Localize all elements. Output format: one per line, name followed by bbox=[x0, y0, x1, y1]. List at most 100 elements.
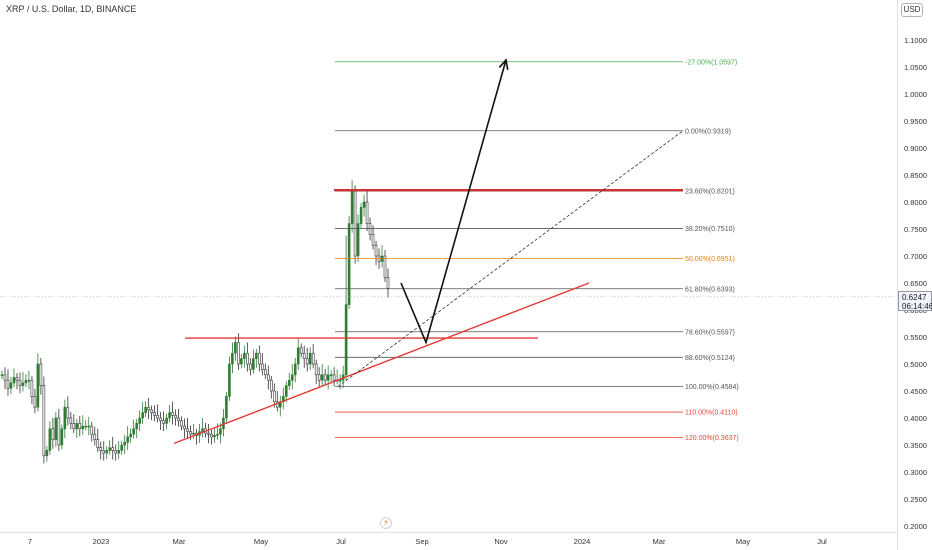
candle-body bbox=[93, 433, 97, 440]
candle-body bbox=[231, 352, 234, 365]
candle-body bbox=[147, 406, 150, 411]
candle-body bbox=[132, 428, 135, 435]
candle-body bbox=[243, 352, 246, 359]
candle-body bbox=[317, 374, 321, 381]
candle-body bbox=[54, 417, 58, 440]
candle-body bbox=[213, 434, 216, 438]
candle-body bbox=[183, 425, 186, 430]
candle-body bbox=[177, 417, 180, 421]
candle-body bbox=[108, 447, 112, 451]
time-tick-label: May bbox=[736, 537, 750, 546]
candle-body bbox=[96, 439, 100, 449]
candle-body bbox=[84, 425, 88, 428]
candle-body bbox=[72, 423, 76, 430]
candle-body bbox=[138, 417, 141, 424]
candle-body bbox=[240, 358, 243, 365]
candle-body bbox=[129, 433, 132, 438]
candle-body bbox=[6, 379, 10, 389]
candle-body bbox=[51, 428, 55, 440]
candle-body bbox=[87, 425, 91, 428]
time-tick-label: May bbox=[254, 537, 268, 546]
candle-body bbox=[63, 406, 67, 430]
candle-body bbox=[15, 377, 19, 381]
candle-body bbox=[165, 417, 168, 424]
time-tick-label: Nov bbox=[494, 537, 508, 546]
candle-body bbox=[150, 409, 153, 413]
candle-body bbox=[45, 450, 49, 457]
fib-level-label: 23.60%(0.8201) bbox=[685, 189, 735, 196]
candle-body bbox=[21, 382, 25, 386]
candle-body bbox=[296, 347, 300, 365]
candle-body bbox=[189, 431, 192, 435]
candle-body bbox=[171, 412, 174, 416]
candle-body bbox=[272, 390, 276, 403]
candle-body bbox=[174, 414, 177, 419]
fib-level-label: 110.00%(0.4110) bbox=[685, 410, 738, 417]
candle-body bbox=[356, 223, 360, 257]
candle-body bbox=[371, 234, 375, 246]
current-price-value: 0.6247 bbox=[902, 293, 927, 302]
time-tick-label: 7 bbox=[28, 537, 32, 546]
time-tick-label: Mar bbox=[653, 537, 666, 546]
time-axis: 7 2023 Mar May Jul Sep Nov 2024 Mar May Jul bbox=[0, 532, 897, 546]
candle-body bbox=[305, 358, 309, 365]
candle-body bbox=[168, 412, 171, 419]
fib-level-label: 88.60%(0.5124) bbox=[685, 355, 735, 362]
candle-body bbox=[365, 201, 369, 224]
fib-level-label: 120.00%(0.3637) bbox=[685, 435, 739, 442]
candle-body bbox=[258, 352, 261, 365]
candle-body bbox=[290, 374, 294, 381]
price-tick-label: 0.9000 bbox=[904, 144, 927, 153]
candle-body bbox=[362, 201, 366, 208]
candle-body bbox=[347, 223, 351, 305]
candle-body bbox=[249, 363, 252, 370]
candle-body bbox=[386, 277, 390, 289]
time-tick-label: 2023 bbox=[93, 537, 110, 546]
fib-level-label: 0.00%(0.9319) bbox=[685, 128, 731, 135]
lightning-icon[interactable]: ⚡ bbox=[380, 517, 392, 529]
candle-body bbox=[105, 450, 109, 454]
price-tick-label: 0.7000 bbox=[904, 252, 927, 261]
candle-body bbox=[261, 363, 264, 370]
candle-body bbox=[308, 352, 312, 365]
drawings-layer bbox=[173, 58, 684, 445]
time-tick-label: Jul bbox=[336, 537, 346, 546]
candle-body bbox=[33, 396, 37, 408]
candle-body bbox=[162, 420, 165, 424]
candle-body bbox=[81, 425, 85, 430]
price-tick-label: 1.1000 bbox=[904, 36, 927, 45]
symbol-title[interactable]: XRP / U.S. Dollar, 1D, BINANCE bbox=[6, 4, 137, 14]
candle-body bbox=[180, 420, 183, 427]
candle-body bbox=[234, 342, 237, 354]
candle-body bbox=[350, 190, 354, 224]
candle-body bbox=[311, 352, 315, 365]
candle-body bbox=[293, 363, 297, 376]
price-tick-label: 0.5000 bbox=[904, 360, 927, 369]
candle-body bbox=[359, 207, 363, 224]
candle-body bbox=[135, 423, 138, 430]
candle-body bbox=[264, 369, 267, 376]
candle-body bbox=[12, 377, 16, 384]
candle-body bbox=[3, 374, 7, 381]
price-axis: 1.1000 1.0500 1.0000 0.9500 0.9000 0.8500 0.80… bbox=[897, 0, 927, 550]
candle-body bbox=[153, 412, 156, 416]
candle-body bbox=[114, 450, 118, 454]
fib-level-label: 61.80%(0.6393) bbox=[685, 286, 735, 293]
candle-body bbox=[353, 190, 357, 257]
price-tick-label: 1.0500 bbox=[904, 63, 927, 72]
candle-body bbox=[267, 374, 270, 381]
candle-body bbox=[48, 428, 52, 451]
fib-level-label: 78.60%(0.5597) bbox=[685, 329, 735, 336]
candle-body bbox=[18, 379, 22, 386]
candle-body bbox=[39, 363, 43, 386]
price-tick-label: 0.3500 bbox=[904, 441, 927, 450]
candle-body bbox=[284, 385, 288, 397]
candle-body bbox=[99, 447, 103, 451]
candle-body bbox=[123, 441, 126, 446]
currency-button[interactable]: USD bbox=[901, 3, 923, 17]
candle-body bbox=[338, 379, 342, 382]
candle-body bbox=[219, 428, 222, 435]
candle-body bbox=[120, 444, 123, 451]
time-tick-label: Sep bbox=[415, 537, 428, 546]
